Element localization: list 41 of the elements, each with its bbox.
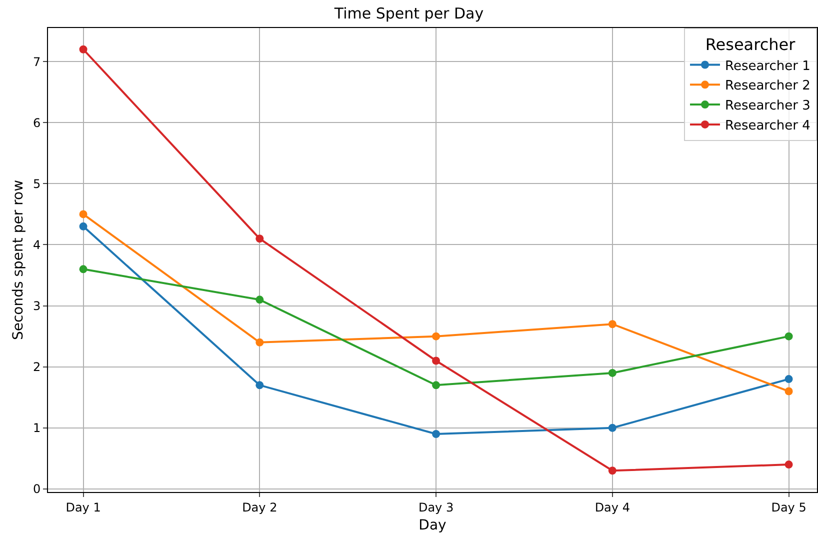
legend-title: Researcher — [705, 34, 796, 54]
point — [256, 338, 264, 346]
x-tick-label: Day 1 — [66, 500, 101, 514]
point — [256, 234, 264, 243]
y-tick-label: 2 — [32, 360, 41, 374]
point — [784, 332, 793, 340]
legend-label: Researcher 3 — [725, 98, 810, 114]
point — [784, 460, 793, 469]
point — [608, 368, 616, 377]
chart-title: Time Spent per Day — [333, 4, 484, 22]
point — [256, 381, 264, 390]
y-tick-label: 6 — [32, 116, 41, 130]
y-tick-label: 1 — [32, 421, 41, 436]
point — [608, 424, 616, 432]
x-tick-label: Day 3 — [418, 500, 454, 514]
point — [784, 375, 793, 384]
x-tick-label: Day 4 — [594, 500, 630, 514]
point — [432, 381, 440, 390]
y-tick-label: 4 — [32, 238, 41, 252]
point — [79, 222, 88, 230]
point — [79, 265, 88, 274]
y-tick-label: 0 — [32, 482, 41, 496]
point — [784, 387, 793, 396]
point — [432, 356, 440, 365]
legend-label: Researcher 2 — [725, 78, 810, 94]
x-axis-title: Day — [418, 518, 446, 534]
point — [256, 296, 264, 304]
legend-label: Researcher 4 — [725, 118, 810, 134]
legend-label: Researcher 1 — [725, 58, 810, 74]
y-axis-title: Seconds spent per row — [10, 180, 27, 340]
y-tick-label: 5 — [32, 176, 41, 191]
point — [432, 332, 440, 340]
point — [608, 320, 616, 328]
x-tick-label: Day 5 — [771, 500, 806, 514]
point — [432, 430, 440, 438]
point — [79, 45, 88, 54]
x-tick-label: Day 2 — [242, 500, 278, 514]
y-tick-label: 3 — [32, 298, 41, 313]
point — [608, 466, 616, 475]
point — [79, 210, 88, 218]
y-tick-label: 7 — [32, 54, 41, 69]
